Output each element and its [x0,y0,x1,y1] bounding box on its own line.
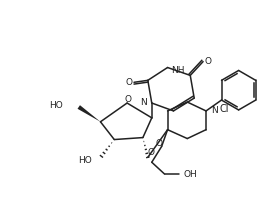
Text: NH: NH [171,66,184,75]
Text: O: O [155,139,162,148]
Text: Cl: Cl [219,104,229,114]
Text: N: N [140,97,147,107]
Text: O: O [125,95,132,104]
Text: O: O [126,78,133,87]
Text: N: N [211,106,218,115]
Text: O: O [147,148,154,157]
Text: HO: HO [78,156,91,165]
Text: O: O [204,57,211,66]
Text: HO: HO [49,101,63,111]
Text: OH: OH [183,170,197,179]
Polygon shape [77,105,100,122]
